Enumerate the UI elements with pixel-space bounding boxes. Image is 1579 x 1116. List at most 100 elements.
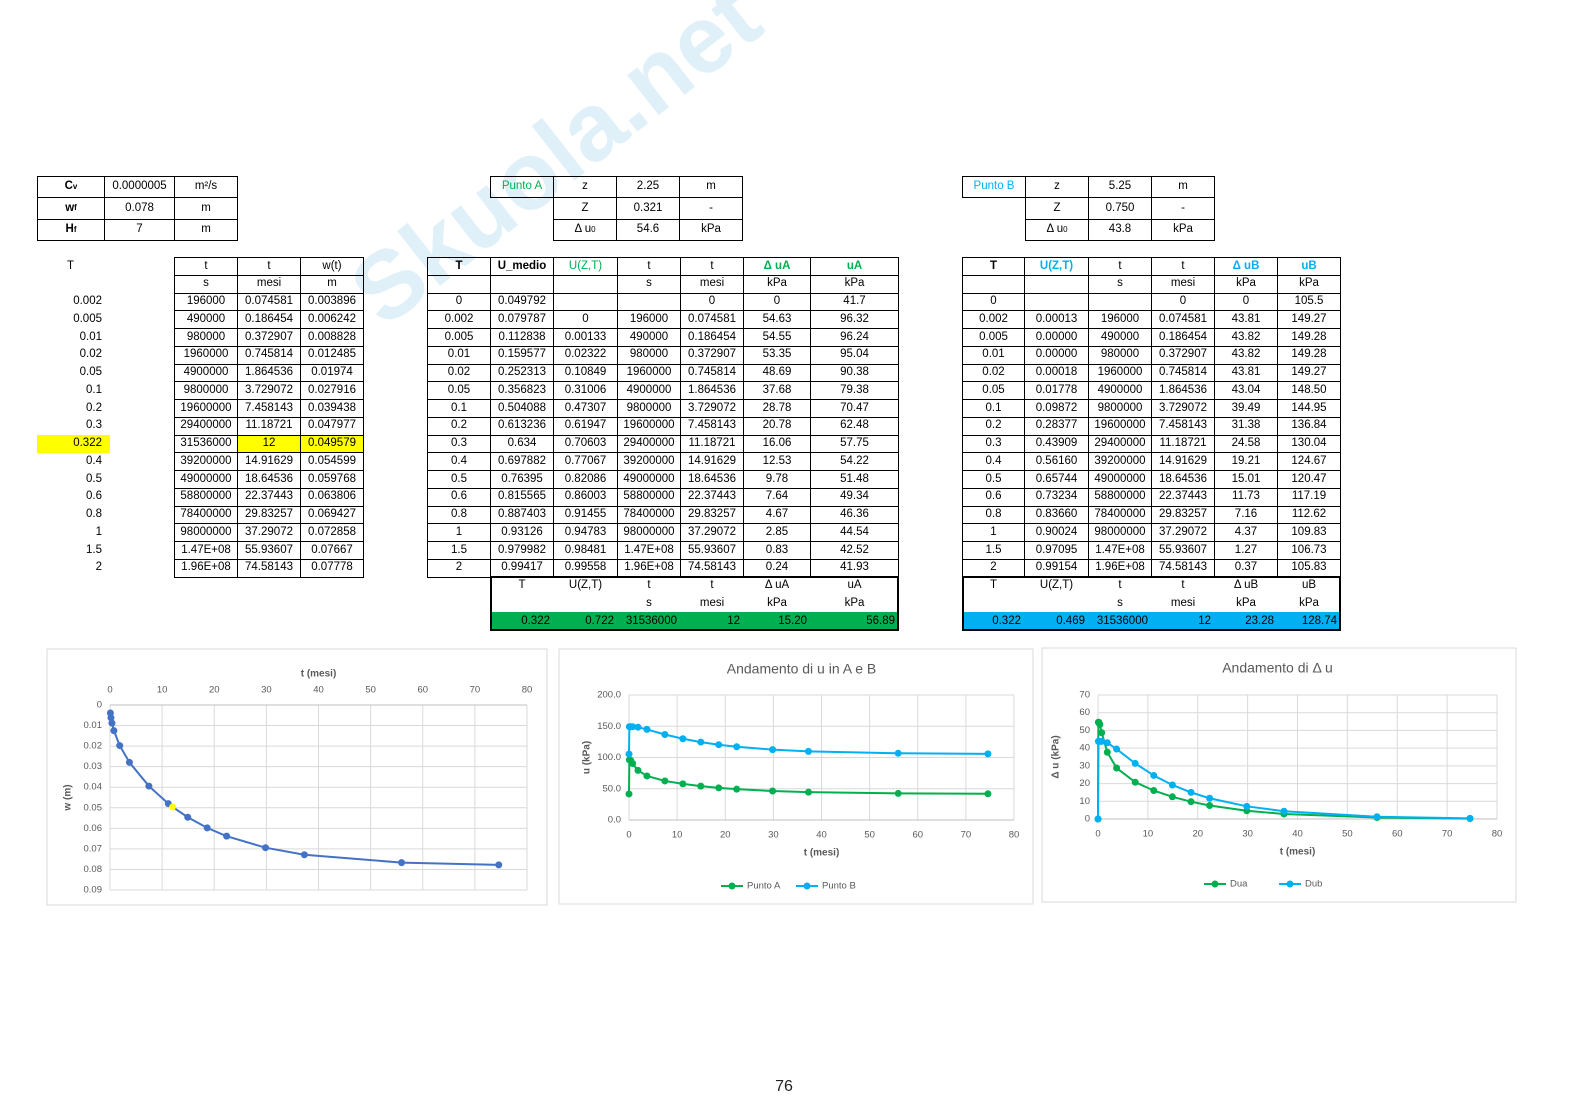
table-cell: 29400000: [1088, 434, 1152, 454]
data-point: [697, 738, 705, 746]
data-point: [1131, 759, 1139, 767]
data-point: [804, 788, 812, 796]
table-cell: 0.86003: [553, 487, 618, 507]
table-cell: 0.02: [962, 363, 1025, 383]
summary-box: [962, 576, 1341, 631]
legend-marker: [803, 882, 811, 890]
table-cell: 0.3: [86, 419, 102, 432]
x-tick-label: 60: [1392, 829, 1403, 840]
table-cell: 4900000: [617, 381, 681, 400]
table-cell: 0.321: [616, 197, 680, 220]
table-cell: 120.47: [1277, 470, 1341, 489]
table-cell: 0.613236: [490, 416, 554, 436]
table-cell: 0: [1151, 292, 1215, 312]
table-cell: 11.18721: [1151, 434, 1215, 454]
table-cell: T: [989, 578, 998, 591]
table-cell: [490, 274, 554, 294]
table-cell: t: [1088, 257, 1152, 276]
table-cell: 4.67: [743, 505, 811, 525]
table-cell: 1: [427, 523, 491, 542]
data-point: [629, 760, 637, 768]
y-tick-label: 150.0: [597, 721, 621, 732]
x-tick-label: 40: [1292, 829, 1303, 840]
data-point: [1113, 745, 1121, 753]
table-cell: 1: [962, 523, 1025, 542]
table-cell: 62.48: [810, 416, 899, 436]
table-cell: 15.01: [1214, 470, 1278, 489]
table-cell: 16.06: [743, 434, 811, 454]
x-tick-label: 0: [626, 830, 631, 841]
table-cell: 0.074581: [680, 310, 744, 329]
data-point: [984, 790, 992, 798]
table-cell: 1.864536: [680, 381, 744, 400]
data-point: [643, 725, 651, 733]
x-tick-label: 10: [1143, 829, 1154, 840]
table-cell: 0.3: [962, 434, 1025, 454]
table-cell: 12: [727, 614, 740, 627]
table-cell: 53.35: [743, 345, 811, 365]
table-cell: 0.074581: [1151, 310, 1215, 329]
table-cell: 0.059768: [300, 470, 364, 489]
table-cell: 3.729072: [237, 381, 301, 400]
table-cell: 1.47E+08: [617, 541, 681, 560]
table-cell: 0.078: [104, 197, 175, 220]
table-cell: 0.00000: [1024, 328, 1089, 347]
table-cell: t: [680, 257, 744, 276]
table-cell: kPa: [1151, 218, 1215, 241]
data-point: [1466, 814, 1474, 822]
y-tick-label: 0.0: [608, 815, 621, 826]
table-cell: 0.504088: [490, 399, 554, 418]
table-cell: 43.8: [1088, 218, 1152, 241]
table-cell: 149.27: [1277, 363, 1341, 383]
table-cell: 0.99417: [490, 558, 554, 578]
data-point: [1206, 801, 1214, 809]
table-cell: 49000000: [174, 470, 238, 489]
y-tick-label: 40: [1079, 743, 1090, 754]
table-cell: 22.37443: [1151, 487, 1215, 507]
table-cell: 0.5: [427, 470, 491, 489]
table-cell: 106.73: [1277, 541, 1341, 560]
legend-marker: [1211, 880, 1219, 888]
table-cell: kPa: [1277, 274, 1341, 294]
legend-label: Punto A: [747, 881, 781, 892]
table-cell: 98000000: [174, 523, 238, 542]
table-cell: 37.29072: [680, 523, 744, 542]
table-cell: 0.02322: [553, 345, 618, 365]
y-axis-label: Δ u (kPa): [1051, 735, 1062, 778]
table-cell: T: [518, 578, 526, 591]
table-cell: 0.186454: [237, 310, 301, 329]
data-point: [629, 723, 637, 731]
table-cell: 490000: [617, 328, 681, 347]
table-cell: 46.36: [810, 505, 899, 525]
table-cell: 95.04: [810, 345, 899, 365]
table-cell: z: [1025, 176, 1089, 199]
data-point: [1150, 771, 1158, 779]
y-tick-label: 0.04: [84, 782, 103, 793]
table-cell: 39200000: [174, 452, 238, 471]
data-point: [733, 743, 741, 751]
table-cell: 105.83: [1277, 558, 1341, 578]
data-point: [1150, 787, 1158, 795]
table-cell: 1.864536: [237, 363, 301, 383]
table-cell: 980000: [1088, 345, 1152, 365]
data-point: [1187, 798, 1195, 806]
data-point: [697, 782, 705, 790]
table-cell: 0.37: [1214, 558, 1278, 578]
data-point: [1280, 807, 1288, 815]
table-cell: t: [1181, 578, 1185, 591]
legend-label: Punto B: [822, 881, 856, 892]
table-cell: kPa: [810, 274, 899, 294]
table-cell: t: [710, 578, 714, 591]
table-cell: Punto B: [962, 176, 1026, 199]
x-axis-label: t (mesi): [301, 669, 337, 680]
table-cell: 4.37: [1214, 523, 1278, 542]
table-cell: kPa: [679, 218, 743, 241]
chart-title: Andamento di u in A e B: [727, 661, 876, 677]
table-cell: 0.356823: [490, 381, 554, 400]
table-cell: 7.458143: [1151, 416, 1215, 436]
table-cell: 0.186454: [680, 328, 744, 347]
table-cell: 31536000: [625, 614, 677, 627]
table-cell: [37, 275, 110, 294]
cell-text: w: [65, 201, 75, 214]
